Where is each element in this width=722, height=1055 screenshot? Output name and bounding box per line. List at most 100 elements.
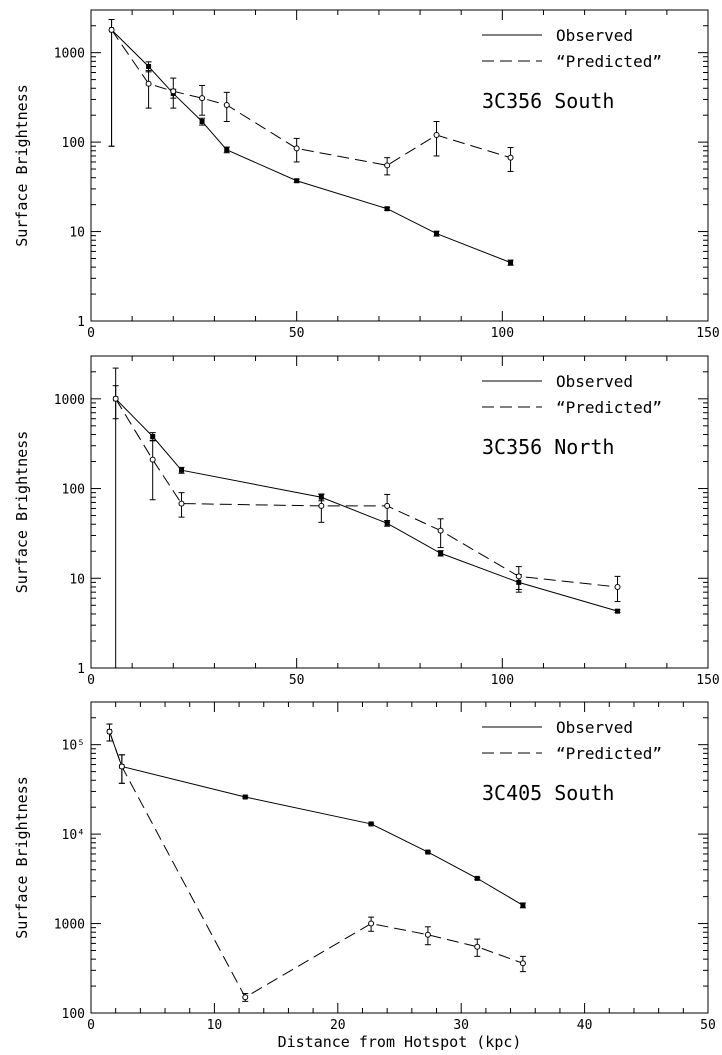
series-line [111,29,511,264]
y-tick-label: 1000 [54,918,85,933]
panel-3c356-north: 0 50 100 150 1 10 100 1000 Surface Brightness Obs… [13,355,720,688]
data-point [507,154,514,161]
data-point [178,467,184,473]
data-point [112,395,119,402]
data-point [224,147,230,153]
data-point [223,102,230,109]
series-line [109,731,524,906]
data-point [515,573,522,580]
series-line [111,29,511,166]
x-tick-label: 50 [700,1018,716,1033]
data-point [150,434,156,440]
data-point [149,456,156,463]
data-point [424,931,431,938]
y-tick-label: 10⁵ [62,739,85,754]
series-observed [106,723,526,909]
data-point [425,849,431,855]
data-point [293,145,300,152]
legend: Observed “Predicted” [482,26,662,71]
x-tick-label: 50 [289,326,305,341]
x-tick-label: 10 [207,1018,223,1033]
legend-label: “Predicted” [556,744,662,763]
series-predicted [106,723,526,1002]
data-point [318,502,325,509]
y-tick-label: 1000 [54,393,85,408]
series-line [109,731,524,998]
y-tick-label: 10⁴ [62,828,85,843]
data-point [242,794,248,800]
data-point [508,260,514,266]
legend-label: “Predicted” [556,398,662,417]
data-point [520,902,526,908]
x-tick-label: 30 [453,1018,469,1033]
data-point [474,875,480,881]
data-point [368,920,375,927]
plot-frame [90,701,709,1014]
x-tick-label: 100 [491,326,514,341]
data-point [474,943,481,950]
y-tick-label: 1 [77,662,85,677]
y-axis-label: Surface Brightness [13,84,31,247]
y-tick-label: 1000 [54,47,85,62]
x-tick-label: 40 [577,1018,593,1033]
data-point [438,550,444,556]
data-point [368,821,374,827]
legend-label: Observed [556,26,633,45]
panel-label: 3C356 South [482,89,614,113]
series-predicted [108,18,514,176]
data-point [242,994,249,1001]
legend-label: “Predicted” [556,52,662,71]
data-point [384,206,390,212]
x-tick-label: 0 [87,1018,95,1033]
data-point [145,80,152,87]
panel-label: 3C356 North [482,435,614,459]
data-point [433,132,440,139]
data-point [199,95,206,102]
x-tick-label: 50 [289,673,305,688]
y-tick-label: 1 [77,315,85,330]
panel-3c405-south: 0 10 20 30 40 50 100 1000 10⁴ 10⁵ Surface Brightne… [13,701,716,1051]
y-tick-label: 10 [69,226,85,241]
legend: Observed “Predicted” [482,718,662,763]
legend: Observed “Predicted” [482,372,662,417]
legend-label: Observed [556,372,633,391]
data-point [118,763,125,770]
y-axis-label: Surface Brightness [13,431,31,594]
x-tick-label: 0 [87,326,95,341]
x-tick-label: 0 [87,673,95,688]
series-predicted [112,385,621,603]
data-point [519,960,526,967]
x-tick-label: 150 [696,673,719,688]
data-point [108,26,115,33]
panel-label: 3C405 South [482,781,614,805]
x-tick-label: 20 [330,1018,346,1033]
plot-frame [90,355,709,669]
data-point [146,64,152,70]
data-point [294,178,300,184]
y-tick-label: 100 [62,483,85,498]
y-tick-label: 100 [62,1007,85,1022]
data-point [434,231,440,237]
legend-label: Observed [556,718,633,737]
data-point [437,527,444,534]
series-observed [108,18,514,266]
data-point [178,500,185,507]
plot-frame [90,9,709,322]
x-axis-label: Distance from Hotspot (kpc) [278,1033,522,1051]
data-point [615,608,621,614]
data-point [384,162,391,169]
y-tick-label: 100 [62,136,85,151]
y-axis-label: Surface Brightness [13,776,31,939]
panel-3c356-south: 0 50 100 150 1 10 100 1000 Surface Brightness Obs… [13,9,720,341]
series-line [115,398,618,588]
x-tick-label: 150 [696,326,719,341]
x-tick-label: 100 [491,673,514,688]
data-point [384,502,391,509]
y-tick-label: 10 [69,572,85,587]
data-point [199,119,205,125]
data-point [170,88,177,95]
data-point [614,583,621,590]
series-observed [112,367,621,669]
series-line [115,398,618,612]
